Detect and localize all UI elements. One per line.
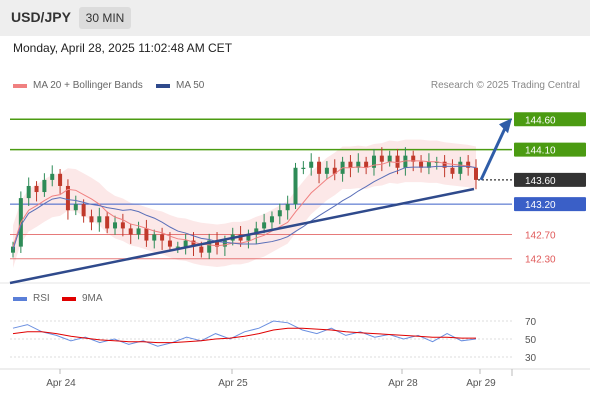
legend-9ma: 9MA bbox=[62, 293, 103, 304]
rsi-swatch bbox=[13, 296, 27, 301]
candle-body bbox=[403, 155, 408, 168]
candle-body bbox=[65, 185, 70, 211]
candle-body bbox=[332, 167, 337, 174]
ma9-swatch bbox=[62, 296, 76, 301]
candle-body bbox=[136, 228, 141, 235]
legend-ma50-label: MA 50 bbox=[176, 80, 205, 91]
candle-body bbox=[411, 155, 416, 162]
trendline bbox=[9, 187, 475, 285]
candle-body bbox=[419, 161, 424, 168]
rsi-tick-label: 30 bbox=[525, 353, 537, 364]
candle-body bbox=[371, 155, 376, 168]
rsi-tick-label: 70 bbox=[525, 317, 537, 328]
candle-body bbox=[426, 161, 431, 168]
timeframe-button[interactable]: 30 MIN bbox=[79, 7, 131, 29]
candle-body bbox=[113, 222, 118, 229]
x-tick-label: Apr 25 bbox=[218, 378, 248, 389]
credit-text: Research © 2025 Trading Central bbox=[430, 80, 580, 91]
legend-ma20-label: MA 20 + Bollinger Bands bbox=[33, 80, 143, 91]
candle-body bbox=[277, 210, 282, 217]
candle-body bbox=[183, 240, 188, 247]
candle-body bbox=[81, 204, 86, 217]
rsi-9ma-line bbox=[12, 327, 476, 344]
candle-body bbox=[120, 222, 125, 229]
x-tick-label: Apr 24 bbox=[46, 378, 76, 389]
candle-body bbox=[379, 155, 384, 162]
candle-body bbox=[58, 173, 63, 186]
bollinger-band bbox=[13, 139, 476, 268]
candle-body bbox=[364, 161, 369, 168]
resistance-label: 144.60 bbox=[525, 115, 556, 126]
legend-ma20: MA 20 + Bollinger Bands bbox=[13, 80, 143, 91]
resistance-label-box bbox=[514, 112, 586, 127]
candle-body bbox=[222, 240, 227, 247]
candle-body bbox=[324, 167, 329, 174]
support-label-box bbox=[514, 197, 586, 212]
legend-rsi-label: RSI bbox=[33, 293, 50, 304]
legend-ma50: MA 50 bbox=[156, 80, 204, 91]
candle-body bbox=[254, 228, 259, 235]
candle-body bbox=[458, 161, 463, 174]
candle-body bbox=[262, 222, 267, 229]
candle-body bbox=[199, 246, 204, 253]
forecast-arrow-head bbox=[499, 118, 512, 134]
x-tick-label: Apr 29 bbox=[466, 378, 496, 389]
candle-body bbox=[301, 167, 306, 169]
legend-rsi: RSI bbox=[13, 293, 50, 304]
candle-body bbox=[434, 161, 439, 163]
legend-9ma-label: 9MA bbox=[82, 293, 103, 304]
candle-body bbox=[442, 161, 447, 168]
candle-body bbox=[356, 161, 361, 168]
candle-body bbox=[89, 216, 94, 223]
candle-body bbox=[128, 228, 133, 235]
resistance-label-box bbox=[514, 142, 586, 157]
candle-body bbox=[105, 216, 110, 229]
candle-body bbox=[395, 155, 400, 168]
candle-body bbox=[191, 240, 196, 247]
rsi-tick-label: 50 bbox=[525, 335, 537, 346]
instrument-title: USD/JPY bbox=[11, 9, 71, 25]
candle-body bbox=[309, 161, 314, 168]
x-tick-label: Apr 28 bbox=[388, 378, 418, 389]
forecast-arrow bbox=[479, 127, 507, 181]
timestamp: Monday, April 28, 2025 11:02:48 AM CET bbox=[13, 41, 233, 55]
candle-body bbox=[160, 234, 165, 241]
candle-body bbox=[50, 173, 55, 180]
candle-body bbox=[73, 204, 78, 211]
candle-body bbox=[285, 204, 290, 211]
candle-body bbox=[144, 228, 149, 241]
current-label: 143.60 bbox=[525, 176, 556, 187]
candle-body bbox=[207, 240, 212, 253]
chart-header: USD/JPY 30 MIN bbox=[0, 0, 590, 36]
candle-body bbox=[175, 246, 180, 248]
candle-body bbox=[215, 240, 220, 247]
candle-body bbox=[152, 234, 157, 241]
pivot-label: 142.70 bbox=[525, 230, 556, 241]
candle-body bbox=[26, 185, 31, 199]
candle-body bbox=[167, 240, 172, 247]
candle-body bbox=[269, 216, 274, 223]
pivot-label: 142.30 bbox=[525, 255, 556, 266]
candle-body bbox=[97, 216, 102, 223]
candle-body bbox=[474, 167, 478, 180]
candle-body bbox=[34, 185, 39, 193]
candle-body bbox=[293, 167, 298, 205]
candle-body bbox=[42, 179, 47, 193]
candle-body bbox=[348, 161, 353, 168]
ma20-line bbox=[12, 160, 477, 247]
ma20-swatch bbox=[13, 83, 27, 88]
candle-body bbox=[246, 234, 251, 241]
support-label: 143.20 bbox=[525, 200, 556, 211]
candle-body bbox=[466, 161, 471, 168]
ma50-swatch bbox=[156, 83, 170, 88]
candle-body bbox=[387, 155, 392, 162]
candle-body bbox=[317, 161, 322, 174]
ma50-line bbox=[12, 165, 477, 250]
candle-body bbox=[450, 167, 455, 174]
rsi-line bbox=[12, 320, 477, 347]
current-label-box bbox=[514, 172, 586, 187]
resistance-label: 144.10 bbox=[525, 146, 556, 157]
